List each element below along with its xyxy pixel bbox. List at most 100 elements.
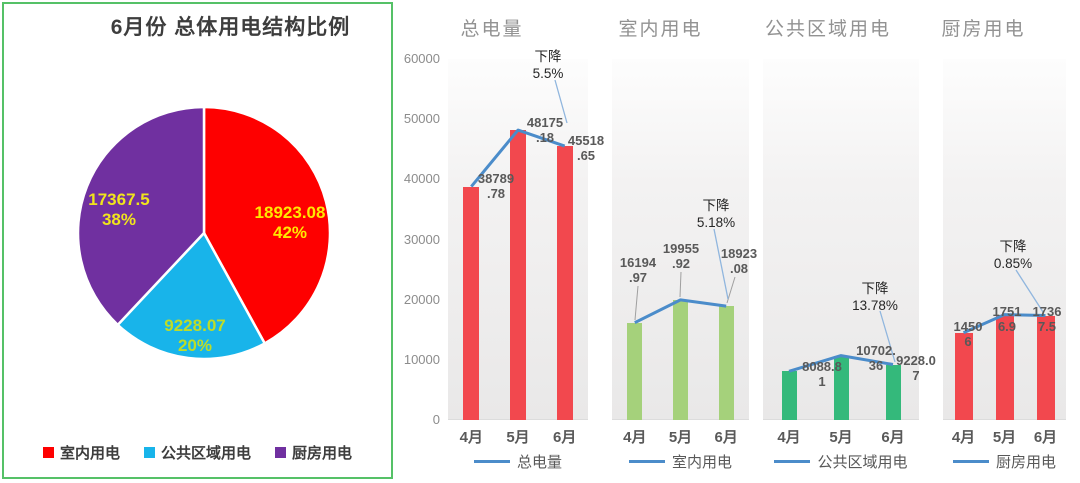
pie-slice-2	[76, 105, 206, 327]
decline-annotation: 下降 5.5%	[506, 48, 590, 82]
data-label-5月: 19955.92	[655, 241, 707, 271]
bar-4月	[463, 186, 480, 420]
line-overlay	[470, 79, 568, 188]
pie-chart	[76, 105, 332, 361]
data-label-line: 1751	[992, 304, 1022, 319]
annotation-line: 5.5%	[532, 66, 564, 81]
data-label-4月: 16194.97	[612, 255, 664, 285]
chart-title: 公共区域用电	[764, 19, 891, 40]
bar-5月	[673, 299, 688, 420]
bar-5月	[833, 355, 849, 420]
chart-legend-label: 室内用电	[671, 454, 732, 471]
annotation-callout-line	[1015, 269, 1044, 313]
chart-legend-label: 厨房用电	[995, 454, 1056, 471]
legend-swatch-kitchen	[275, 447, 286, 458]
chart-title: 室内用电	[618, 19, 703, 40]
y-axis-tick: 40000	[403, 171, 440, 187]
data-label-line: .78	[486, 186, 506, 201]
chart-legend: 公共区域用电	[763, 451, 919, 472]
x-axis-label-6月: 6月	[881, 429, 905, 446]
public-area-electricity-chart: 公共区域用电 8088.8 1 10702. 36 9228.0 7 下降 13.78% 4月 5月…	[763, 19, 936, 471]
data-label-6月: 45518.65	[560, 133, 612, 163]
indoor-electricity-chart: 室内用电 16194.97 19955.92 18923.08 下降 5.18% 4月 5月 6…	[612, 19, 757, 471]
data-label-line: 6	[964, 334, 972, 349]
label-leader-line	[679, 271, 682, 298]
data-label-line: .08	[729, 261, 749, 276]
annotation-line: 下降	[999, 239, 1027, 254]
x-axis-label-5月: 5月	[992, 429, 1017, 446]
pie-label-kitchen-percent: 38%	[101, 210, 137, 229]
total-electricity-chart: 总电量 60000 50000 40000 30000 20000 10000 0 38789.…	[404, 19, 604, 471]
data-label-4月: 8088.8 1	[796, 359, 848, 389]
data-label-line: 45518	[567, 133, 605, 148]
data-line	[962, 313, 1046, 335]
pie-label-public-area-value: 9228.07	[164, 316, 226, 335]
bar-4月	[627, 322, 643, 420]
bar-6月	[556, 146, 573, 420]
label-leader-line	[634, 285, 639, 321]
bar-5月	[510, 130, 526, 420]
legend-line-sample	[473, 460, 510, 463]
x-axis-label-6月: 6月	[552, 429, 577, 446]
data-label-line: 19955	[662, 241, 700, 256]
data-label-line: 6.9	[997, 319, 1017, 334]
kitchen-electricity-chart: 厨房用电 1450 6 1751 6.9 1736 7.5 下降 0.85% 4月 5月 6月 厨房用电	[941, 19, 1066, 471]
data-label-line: 7.5	[1037, 319, 1057, 334]
data-label-line: 10702.	[856, 343, 896, 358]
data-line	[788, 354, 894, 373]
pie-label-indoor: 18923.08 42%	[255, 203, 326, 243]
chart-title: 厨房用电	[941, 19, 1026, 40]
pie-slice-0	[202, 105, 332, 345]
decline-annotation: 下降 0.85%	[971, 238, 1055, 272]
annotation-line: 5.18%	[696, 215, 736, 230]
bar-6月	[1036, 315, 1055, 420]
legend-line-sample	[774, 460, 811, 463]
data-label-5月: 1751 6.9	[981, 304, 1033, 334]
data-label-line: 18923	[720, 246, 758, 261]
data-label-line: 7	[912, 368, 920, 383]
chart-title: 总电量	[460, 19, 524, 40]
x-axis-label-4月: 4月	[623, 429, 647, 446]
data-label-line: 1450	[953, 319, 983, 334]
data-label-line: 48175	[526, 115, 564, 130]
data-label-6月: 18923.08	[713, 246, 765, 276]
y-axis-tick: 30000	[403, 231, 440, 247]
data-label-6月: 9228.0 7	[890, 353, 942, 383]
annotation-callout-line	[554, 79, 568, 124]
bar-4月	[954, 332, 973, 420]
bar-4月	[781, 371, 797, 420]
bar-5月	[995, 314, 1014, 420]
legend-swatch-indoor	[42, 447, 54, 458]
annotation-line: 下降	[534, 49, 562, 64]
pie-title: 6月份 总体用电结构比例	[110, 16, 351, 39]
x-axis-label-5月: 5月	[506, 429, 530, 446]
data-label-line: 36	[868, 358, 884, 373]
data-label-5月: 10702. 36	[850, 343, 902, 373]
legend-item-indoor: 室内用电	[42, 442, 120, 463]
x-axis-label-4月: 4月	[951, 429, 976, 446]
pie-label-kitchen: 17367.5 38%	[88, 190, 149, 230]
chart-legend: 室内用电	[612, 451, 749, 472]
legend-item-public-area: 公共区域用电	[143, 442, 251, 463]
x-axis-label-4月: 4月	[777, 429, 801, 446]
bar-6月	[718, 306, 734, 420]
label-leader-line	[726, 276, 736, 304]
pie-label-indoor-percent: 42%	[272, 223, 308, 242]
data-label-line: 1736	[1032, 304, 1062, 319]
data-label-line: 9228.0	[896, 353, 936, 368]
x-axis-label-5月: 5月	[668, 429, 693, 446]
bar-6月	[885, 364, 901, 420]
legend-label-public-area: 公共区域用电	[160, 445, 251, 462]
chart-legend: 厨房用电	[943, 451, 1066, 472]
x-axis-label-6月: 6月	[714, 429, 738, 446]
pie-panel: 6月份 总体用电结构比例 18923.08 42% 9228.07 20% 17…	[2, 2, 393, 479]
x-axis-label-6月: 6月	[1033, 429, 1058, 446]
data-label-line: .18	[535, 130, 555, 145]
legend-label-indoor: 室内用电	[59, 445, 120, 462]
pie-label-indoor-value: 18923.08	[254, 203, 326, 222]
pie-slice-1	[116, 231, 266, 361]
pie-legend: 室内用电 公共区域用电 厨房用电	[4, 442, 391, 463]
y-axis-tick: 0	[432, 412, 440, 427]
x-axis-label-4月: 4月	[459, 429, 483, 446]
